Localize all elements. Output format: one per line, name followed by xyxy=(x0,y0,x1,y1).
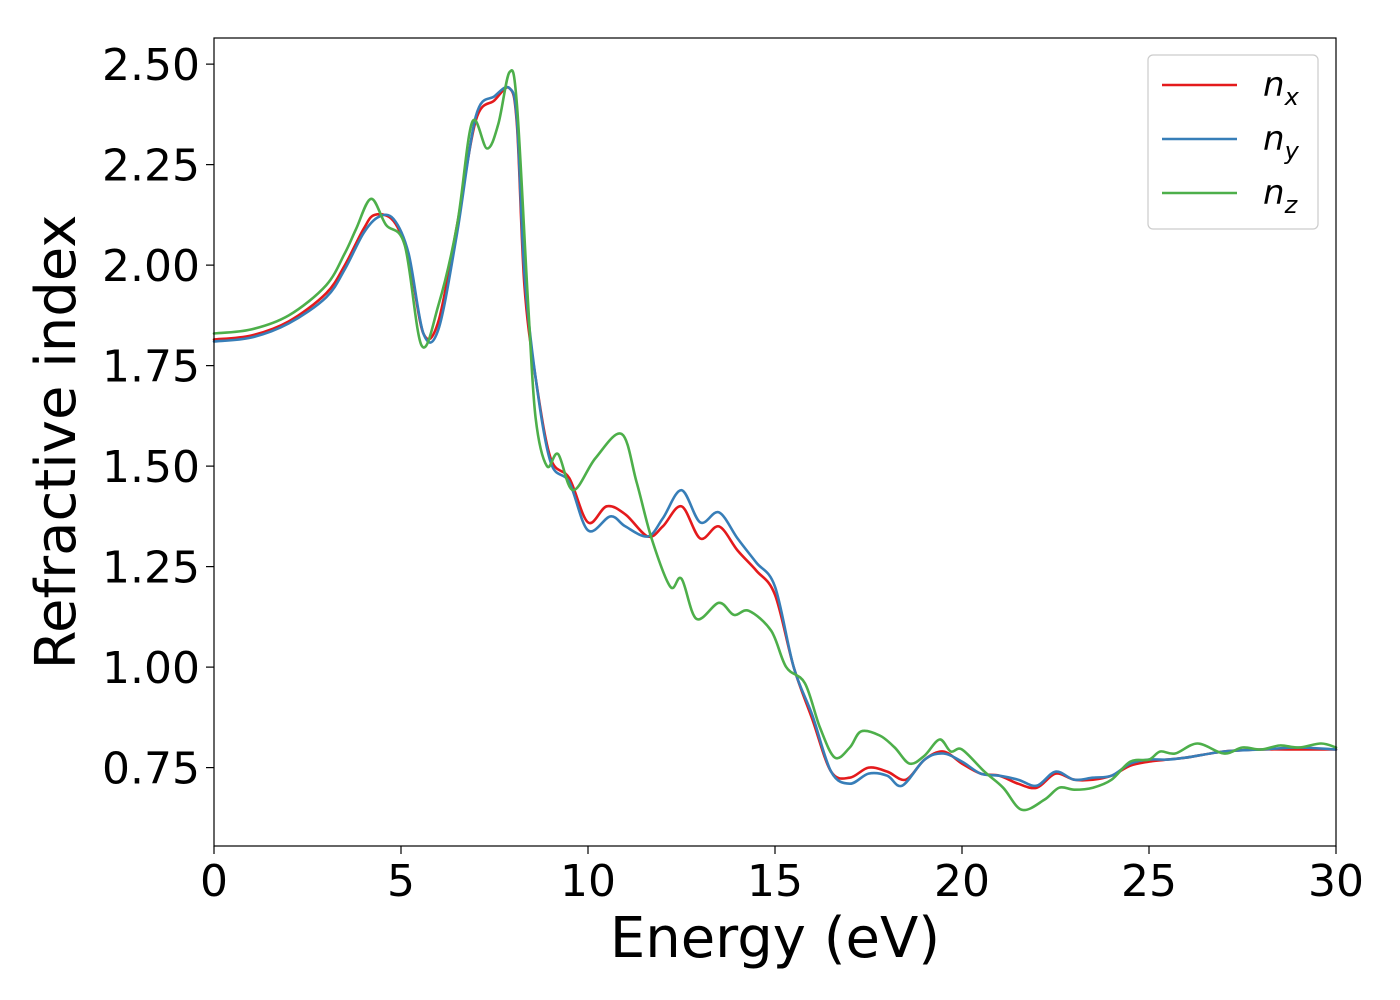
series-line-nz xyxy=(212,69,1338,812)
y-tick-label: 1.25 xyxy=(102,543,200,594)
x-tick-label: 25 xyxy=(1121,856,1177,907)
y-tick-label: 0.75 xyxy=(102,744,200,795)
legend-subscript: z xyxy=(1284,191,1299,219)
x-tick-label: 10 xyxy=(560,856,616,907)
x-tick-label: 0 xyxy=(200,856,228,907)
y-axis-label: Refractive index xyxy=(24,215,89,670)
series-layer xyxy=(212,69,1338,812)
x-tick-label: 5 xyxy=(387,856,415,907)
y-axis-ticks: 0.75 1.00 1.25 1.50 1.75 2.00 2.25 2.50 xyxy=(102,40,214,795)
y-tick-label: 1.75 xyxy=(102,342,200,393)
y-tick-label: 1.00 xyxy=(102,643,200,694)
y-tick-label: 1.50 xyxy=(102,442,200,493)
y-tick-label: 2.50 xyxy=(102,40,200,91)
y-tick-label: 2.00 xyxy=(102,241,200,292)
x-axis-ticks: 0 5 10 15 20 25 30 xyxy=(200,846,1364,907)
y-tick-label: 2.25 xyxy=(102,141,200,192)
x-axis-label: Energy (eV) xyxy=(610,906,940,971)
legend-frame xyxy=(1147,54,1319,230)
x-tick-label: 15 xyxy=(747,856,803,907)
x-tick-label: 30 xyxy=(1308,856,1364,907)
series-line-ny xyxy=(212,85,1338,788)
legend-subscript: x xyxy=(1284,83,1300,111)
x-tick-label: 20 xyxy=(934,856,990,907)
legend-subscript: y xyxy=(1284,137,1300,165)
legend-label-ny: ny xyxy=(1263,119,1300,165)
